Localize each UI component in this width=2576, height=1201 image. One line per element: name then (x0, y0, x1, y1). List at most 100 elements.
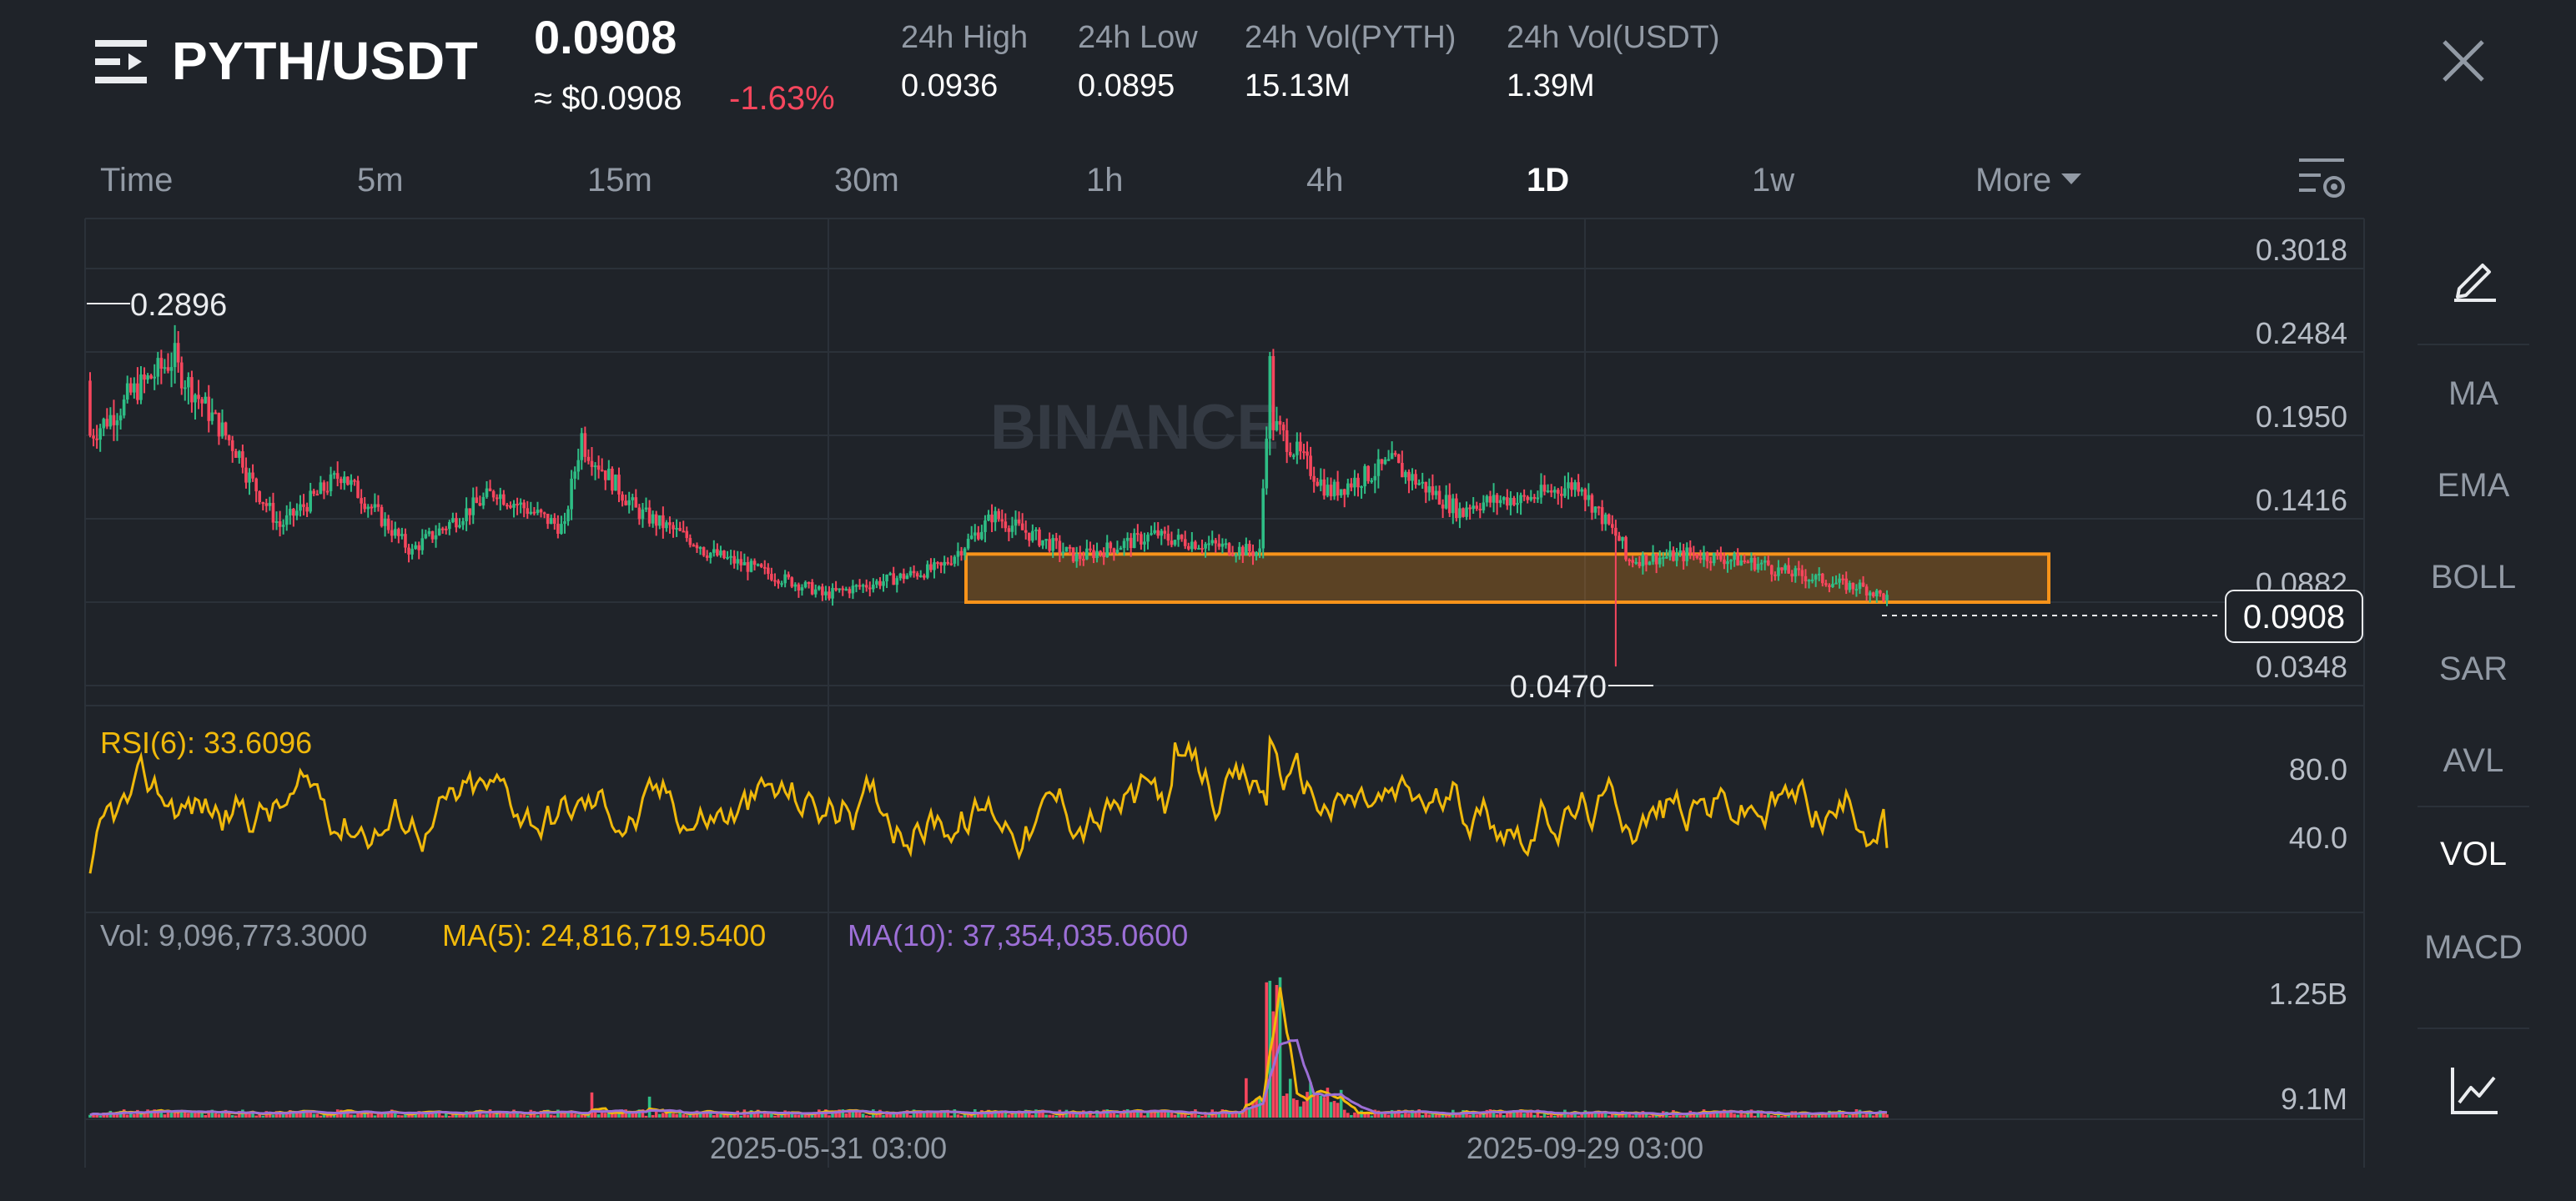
candle-body (356, 480, 360, 499)
volume-bar (1156, 1111, 1160, 1118)
volume-bar (1329, 1102, 1333, 1118)
volume-bar (1675, 1114, 1678, 1118)
interval-30m[interactable]: 30m (834, 162, 899, 198)
chart-settings-icon[interactable] (2296, 155, 2347, 204)
candle-body (407, 547, 410, 555)
volume-bar (770, 1112, 773, 1118)
interval-time[interactable]: Time (100, 162, 174, 198)
volume-bar (495, 1113, 499, 1118)
candle-body (1424, 481, 1428, 493)
interval-15m[interactable]: 15m (587, 162, 652, 198)
stat-24h-vol-base-label: 24h Vol(PYTH) (1245, 20, 1457, 55)
volume-bar (662, 1113, 665, 1118)
volume-bar (637, 1109, 641, 1118)
volume-bar (552, 1115, 556, 1118)
candle-body (1010, 525, 1014, 532)
volume-bar (1539, 1115, 1543, 1118)
candle-body (512, 504, 516, 508)
volume-bar (1624, 1111, 1628, 1118)
candle-body (1790, 573, 1794, 577)
volume-bar (194, 1111, 197, 1118)
support-zone[interactable] (964, 552, 2050, 604)
interval-1w[interactable]: 1w (1752, 162, 1795, 198)
candle-body (1628, 559, 1631, 561)
candle-body (169, 367, 174, 371)
candle-body (1376, 459, 1381, 476)
volume-bar (1034, 1109, 1038, 1118)
candle-body (926, 564, 929, 578)
volume-bar (1549, 1111, 1553, 1118)
volume-bar (1031, 1114, 1034, 1118)
candle-body (1237, 546, 1241, 555)
volume-bar (1831, 1112, 1834, 1118)
tool-macd[interactable]: MACD (2424, 929, 2523, 966)
tool-avl[interactable]: AVL (2443, 742, 2504, 779)
interval-1h[interactable]: 1h (1086, 162, 1124, 198)
candle-body (1071, 547, 1075, 562)
volume-bar (526, 1115, 530, 1118)
candle-body (427, 530, 431, 535)
candle-body (251, 472, 254, 479)
volume-bar (360, 1111, 363, 1118)
candle-body (556, 523, 560, 534)
volume-bar (166, 1109, 170, 1118)
candle-body (115, 420, 119, 425)
volume-bar (1312, 1093, 1316, 1118)
close-icon[interactable] (2436, 33, 2491, 88)
interval-4h[interactable]: 4h (1306, 162, 1344, 198)
pair-title[interactable]: PYTH/USDT (172, 31, 479, 91)
interval-5m[interactable]: 5m (357, 162, 404, 198)
interval-more[interactable]: More (1975, 162, 2082, 199)
volume-bar (230, 1114, 234, 1118)
tool-sar[interactable]: SAR (2438, 651, 2508, 687)
tool-ema[interactable]: EMA (2437, 467, 2510, 504)
volume-bar (1007, 1114, 1011, 1118)
candle-body (451, 518, 455, 522)
candle-body (892, 573, 896, 585)
volume-bar (278, 1111, 282, 1118)
candle-body (1268, 355, 1272, 439)
candle-body (739, 559, 743, 565)
volume-bar (1817, 1113, 1821, 1118)
tool-vol[interactable]: VOL (2439, 836, 2508, 872)
current-price-tag (2225, 590, 2363, 643)
volume-bar (217, 1113, 221, 1118)
line-chart-icon[interactable] (2449, 1064, 2501, 1116)
volume-bar (1526, 1111, 1529, 1118)
candle-body (448, 521, 451, 530)
candle-body (1472, 505, 1475, 510)
volume-bar (1736, 1114, 1739, 1118)
volume-bar (1593, 1111, 1597, 1118)
candle-body (767, 567, 770, 575)
candle-body (810, 582, 814, 595)
stat-24h-low-value: 0.0895 (1078, 68, 1175, 103)
menu-icon[interactable] (95, 35, 147, 88)
tool-boll[interactable]: BOLL (2430, 559, 2517, 595)
volume-bar (183, 1111, 187, 1118)
tool-ma[interactable]: MA (2448, 375, 2498, 412)
volume-bar (468, 1111, 471, 1118)
candle-body (1234, 555, 1238, 557)
volume-bar (1112, 1111, 1116, 1118)
pencil-icon[interactable] (2449, 252, 2501, 304)
candle-body (299, 504, 302, 511)
volume-bar (214, 1113, 218, 1118)
candle-body (851, 585, 855, 594)
candle-body (1299, 441, 1302, 452)
volume-bar (1848, 1115, 1852, 1118)
volume-bar (488, 1109, 492, 1118)
candle-body (994, 510, 997, 523)
volume-bar (1261, 1103, 1265, 1118)
candle-body (1441, 504, 1445, 509)
interval-1d[interactable]: 1D (1527, 162, 1570, 198)
candle-body (529, 511, 533, 515)
volume-bar (112, 1114, 116, 1118)
candle-body (478, 503, 482, 506)
candle-body (817, 586, 821, 590)
volume-bar (692, 1112, 696, 1118)
candle-body (1672, 550, 1675, 561)
candle-body (234, 450, 238, 458)
volume-bar (1366, 1113, 1370, 1118)
stat-24h-vol-quote-value: 1.39M (1507, 68, 1595, 103)
